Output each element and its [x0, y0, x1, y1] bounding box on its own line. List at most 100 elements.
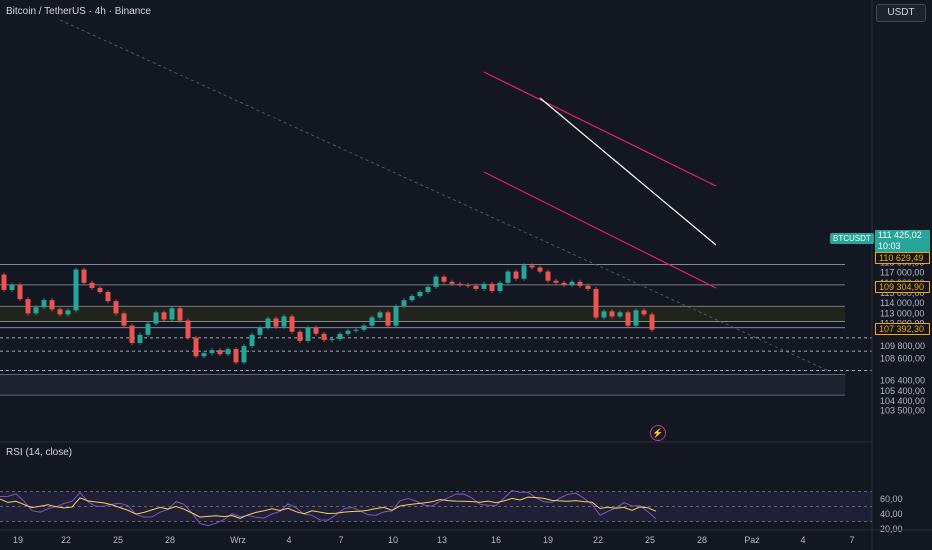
candle-body	[417, 291, 423, 297]
candle-body	[433, 276, 439, 287]
candle-body	[569, 281, 575, 285]
candle-body	[105, 291, 111, 302]
candle-body	[649, 314, 655, 330]
candle-body	[553, 280, 559, 283]
price-axis-label: 113 000,00	[880, 308, 924, 318]
candle-body	[489, 283, 495, 291]
candle-body	[297, 331, 303, 341]
channel-lower	[483, 171, 717, 289]
candle-body	[73, 269, 79, 311]
rsi-line	[0, 489, 657, 527]
time-axis-label: 7	[338, 535, 343, 545]
candle-body	[209, 350, 215, 354]
bar-countdown: 10:03	[878, 241, 901, 251]
candle-body	[265, 318, 271, 328]
price-axis-label: 115 000,00	[880, 288, 924, 298]
candle-body	[137, 334, 143, 343]
candle-body	[81, 269, 87, 283]
candle-body	[161, 312, 167, 320]
time-axis-label: 19	[543, 535, 553, 545]
price-axis-label: 103 500,00	[880, 405, 925, 415]
candle-body	[129, 325, 135, 343]
trendline-white	[539, 97, 717, 246]
candle-body	[57, 309, 63, 315]
time-axis-label: 19	[13, 535, 23, 545]
candle-body	[1, 274, 7, 290]
candle-body	[169, 308, 175, 320]
time-axis-label: 25	[645, 535, 655, 545]
candle-body	[89, 282, 95, 288]
candle-body	[25, 299, 31, 314]
candle-body	[561, 282, 567, 285]
candle-body	[201, 353, 207, 357]
time-axis-label: 16	[491, 535, 501, 545]
price-axis-label: 117 000,00	[880, 268, 924, 278]
time-axis-label: 22	[593, 535, 603, 545]
candle-body	[9, 284, 15, 290]
candle-body	[385, 312, 391, 326]
candle-body	[121, 313, 127, 326]
candle-body	[537, 267, 543, 272]
rsi-label: RSI (14, close)	[6, 447, 73, 458]
candle-body	[185, 320, 191, 338]
candle-body	[249, 334, 255, 347]
candle-body	[313, 327, 319, 334]
rsi-axis-label: 60,00	[880, 494, 903, 504]
candle-body	[409, 296, 415, 301]
time-axis-label: 4	[286, 535, 291, 545]
candle-body	[529, 265, 535, 268]
rsi-axis-label: 40,00	[880, 509, 903, 519]
candle-body	[329, 338, 335, 340]
candle-body	[601, 311, 607, 318]
candle-body	[177, 308, 183, 321]
candle-body	[65, 310, 71, 315]
price-axis-label: 105 400,00	[880, 386, 925, 396]
candle-body	[457, 283, 463, 285]
candle-body	[641, 310, 647, 315]
candle-body	[633, 310, 639, 326]
candle-body	[321, 333, 327, 340]
candle-body	[585, 285, 591, 289]
candle-body	[505, 271, 511, 283]
candle-body	[369, 317, 375, 326]
candle-body	[473, 285, 479, 289]
time-axis-label: 13	[437, 535, 447, 545]
candle-body	[233, 349, 239, 363]
candle-body	[145, 323, 151, 335]
candle-body	[225, 349, 231, 355]
current-price-tag: 111 425,02 10:03	[875, 230, 930, 252]
candle-body	[41, 300, 47, 308]
candle-body	[257, 327, 263, 335]
currency-button[interactable]: USDT	[876, 4, 926, 22]
candle-body	[97, 287, 103, 292]
candle-body	[609, 311, 615, 317]
time-axis-label: 7	[849, 535, 854, 545]
channel-upper	[483, 71, 717, 187]
candle-body	[449, 281, 455, 284]
candle-body	[497, 282, 503, 291]
candle-body	[441, 276, 447, 282]
candle-body	[345, 330, 351, 334]
candle-body	[393, 306, 399, 326]
time-axis-label: 25	[113, 535, 123, 545]
candle-body	[193, 337, 199, 357]
candle-body	[289, 316, 295, 332]
price-axis-label: 108 600,00	[880, 353, 925, 363]
candle-body	[521, 265, 527, 279]
candle-body	[217, 350, 223, 355]
level-tag-2: 109 304,90	[875, 281, 930, 293]
time-axis-label: 28	[165, 535, 175, 545]
candle-body	[281, 316, 287, 327]
supply-zone	[0, 306, 845, 322]
level-tag-1: 110 629,49	[875, 252, 930, 264]
candle-body	[305, 327, 311, 341]
candle-body	[465, 284, 471, 286]
symbol-tag: BTCUSDT	[830, 233, 874, 244]
candle-body	[577, 281, 583, 286]
candle-body	[17, 284, 23, 300]
candle-body	[377, 312, 383, 318]
candle-body	[625, 312, 631, 326]
lightning-icon[interactable]: ⚡	[650, 425, 666, 441]
candle-body	[241, 346, 247, 363]
